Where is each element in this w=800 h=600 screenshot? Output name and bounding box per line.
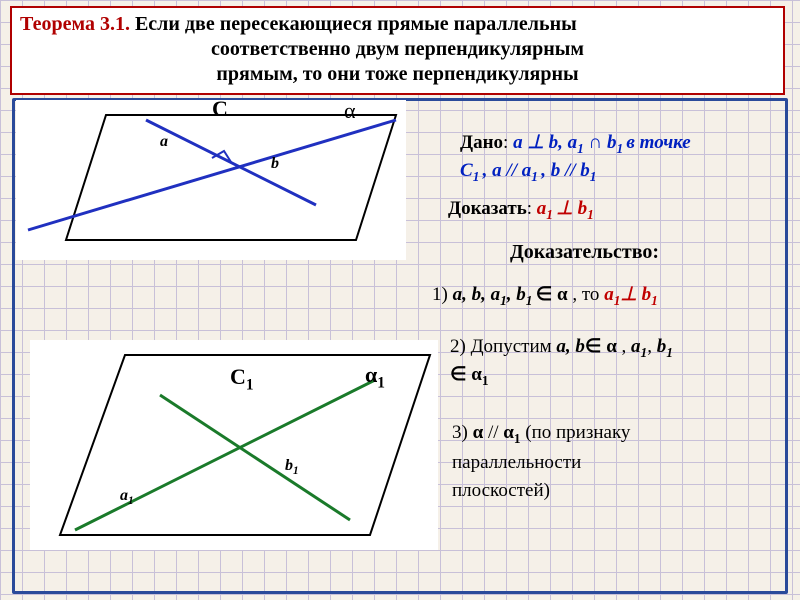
theorem-text-1: Если две пересекающиеся прямые параллель… [130,13,577,35]
theorem-box: Теорема 3.1. Если две пересекающиеся пря… [10,6,785,95]
label-a: a [160,132,168,151]
label-b: b [271,154,279,173]
line-b1 [160,395,350,520]
label-a1: a1 [120,486,134,509]
diagram-1: C α a b [16,100,406,260]
given-line1: Дано: a ⊥ b, a1 ∩ b1 в точке [460,132,691,157]
label-b1: b1 [285,456,299,479]
proof-step-3: 3) α // α1 (по признаку [452,422,630,447]
proof-step-1: 1) a, b, a1, b1 ∈ α , то a1⊥ b1 [432,284,658,309]
proof-step-2: 2) Допустим a, b∈ α , a1, b1 [450,336,780,361]
label-alpha1: α1 [365,362,385,393]
label-C1: C1 [230,364,254,395]
proof-heading: Доказательство: [510,240,659,264]
theorem-text-2: соответственно двум перпендикулярным [20,37,775,62]
label-alpha: α [344,98,356,124]
theorem-line1: Теорема 3.1. Если две пересекающиеся пря… [20,12,775,37]
label-C: C [212,96,228,122]
proof-step-3c: плоскостей) [452,480,550,503]
line-b [146,120,316,205]
diagram-2: C1 α1 a1 b1 [30,340,438,550]
theorem-text-3: прямым, то они тоже перпендикулярны [20,62,775,87]
prove-line: Доказать: a1 ⊥ b1 [448,198,594,223]
proof-step-2b: ∈ α1 [450,364,489,389]
theorem-label: Теорема 3.1. [20,13,130,35]
proof-step-3b: параллельности [452,452,581,475]
given-line2: C1 , a // a1 , b // b1 [460,160,596,185]
line-a [28,120,396,230]
